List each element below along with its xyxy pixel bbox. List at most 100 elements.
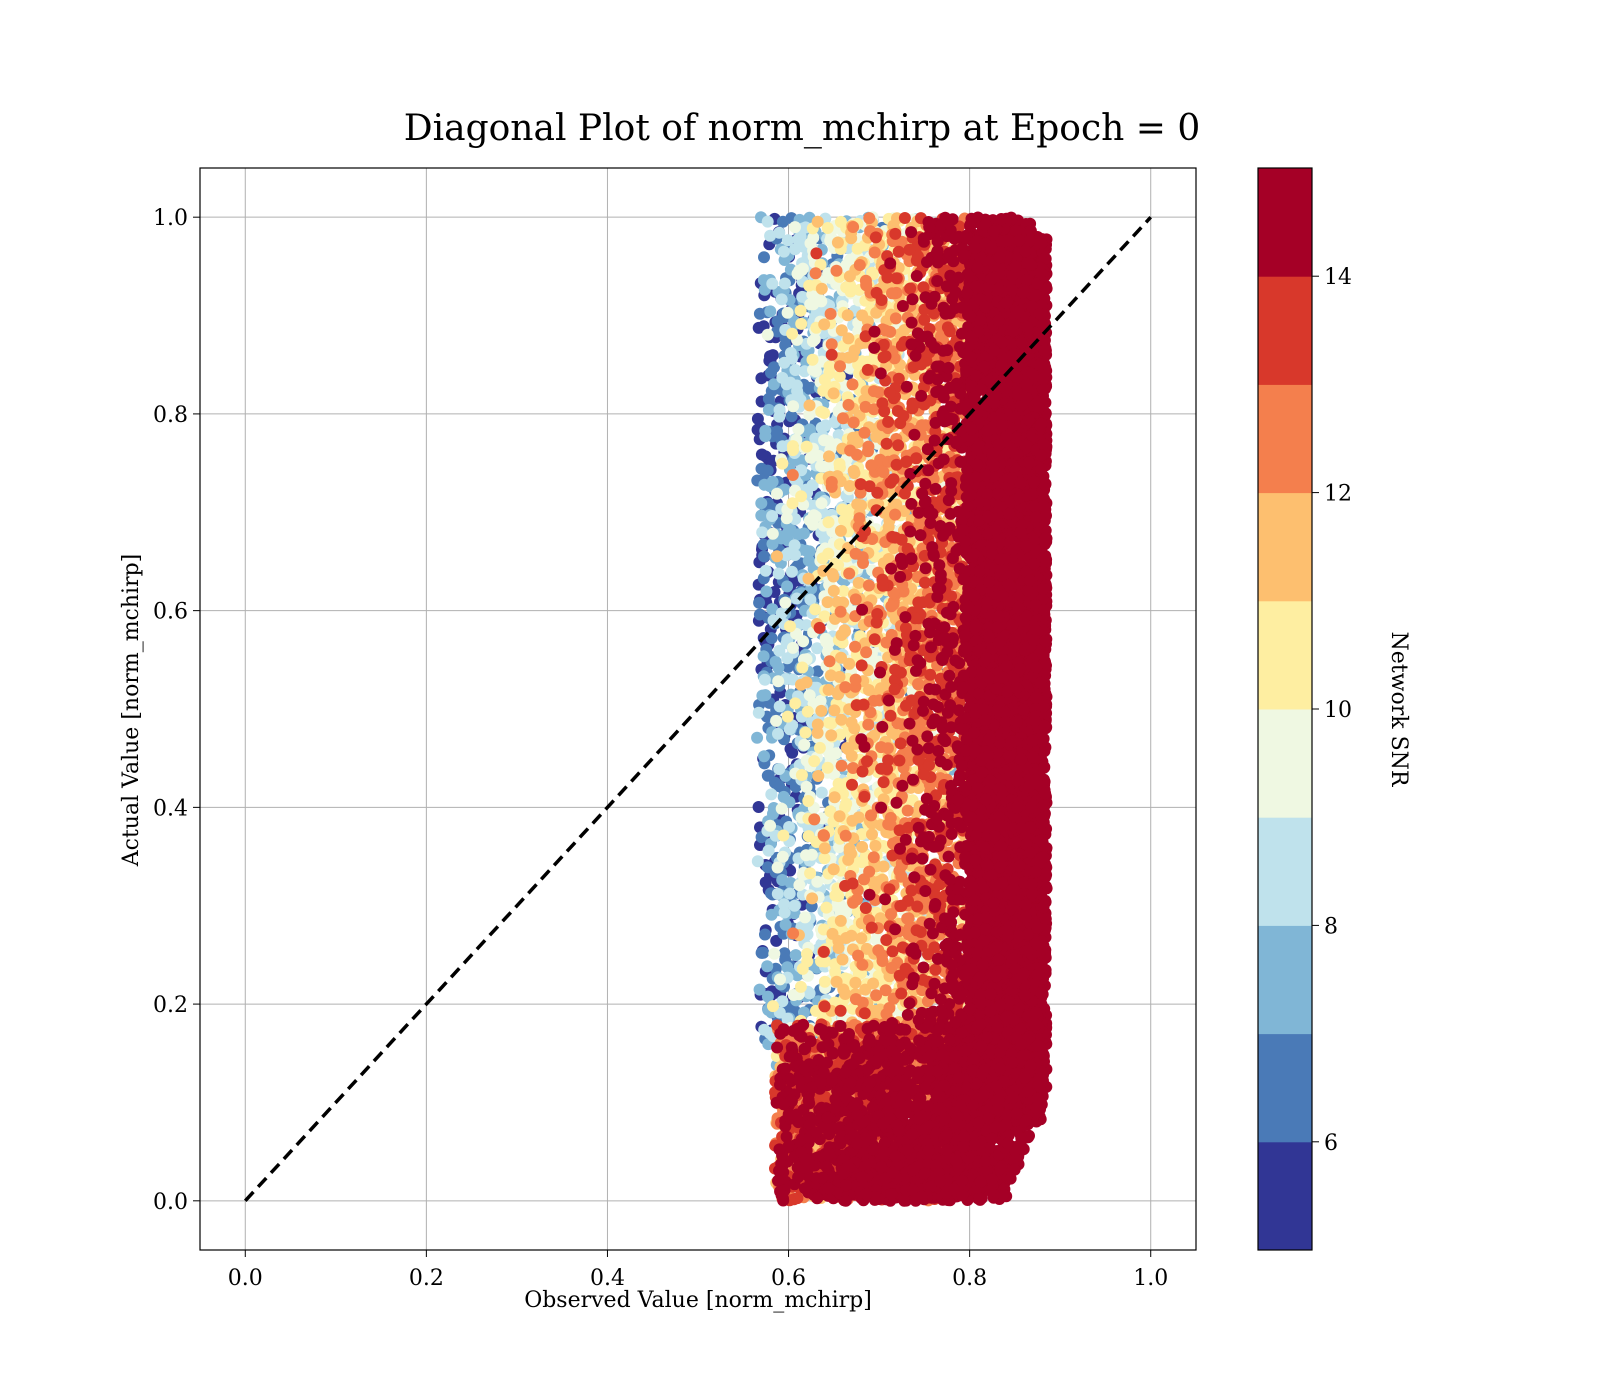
- scatter-point: [867, 977, 880, 990]
- scatter-point: [813, 741, 826, 754]
- chart-title: Diagonal Plot of norm_mchirp at Epoch = …: [404, 108, 1201, 149]
- scatter-point: [762, 844, 775, 857]
- scatter-point: [781, 710, 794, 723]
- scatter-point: [802, 830, 815, 843]
- scatter-point: [851, 242, 864, 255]
- scatter-point: [783, 887, 796, 900]
- scatter-point: [751, 855, 764, 868]
- scatter-point: [834, 360, 846, 373]
- scatter-point: [812, 770, 825, 782]
- scatter-point: [806, 892, 819, 905]
- scatter-point: [811, 718, 824, 731]
- scatter-point: [802, 795, 815, 807]
- scatter-point: [793, 264, 806, 277]
- scatter-point: [783, 723, 796, 736]
- scatter-point: [824, 307, 837, 320]
- scatter-point: [773, 700, 786, 713]
- scatter-point: [915, 419, 928, 432]
- scatter-point: [822, 516, 835, 529]
- scatter-point: [863, 212, 876, 225]
- scatter-point: [833, 670, 846, 683]
- scatter-point: [794, 304, 807, 317]
- scatter-point: [867, 851, 880, 864]
- scatter-point: [784, 620, 796, 633]
- scatter-point: [778, 906, 791, 919]
- scatter-point: [811, 665, 824, 678]
- scatter-point: [839, 829, 852, 842]
- scatter-point: [815, 282, 828, 295]
- scatter-point: [761, 215, 774, 228]
- scatter-point: [787, 927, 800, 940]
- scatter-point: [863, 865, 876, 878]
- scatter-point: [855, 932, 868, 945]
- scatter-point: [868, 246, 881, 259]
- scatter-point: [825, 476, 838, 488]
- scatter-point: [774, 973, 786, 986]
- scatter-point: [837, 412, 849, 425]
- scatter-point: [791, 389, 804, 402]
- scatter-point: [823, 450, 835, 463]
- scatter-point: [818, 318, 831, 331]
- scatter-point: [839, 625, 851, 638]
- scatter-point: [752, 321, 765, 334]
- scatter-point: [842, 853, 855, 866]
- scatter-point: [761, 328, 774, 341]
- scatter-point: [753, 608, 766, 621]
- scatter-point: [815, 786, 828, 799]
- scatter-point: [772, 675, 785, 688]
- scatter-point: [756, 689, 769, 702]
- scatter-point: [901, 912, 914, 925]
- scatter-point: [809, 267, 822, 280]
- scatter-point: [884, 325, 897, 338]
- scatter-point: [775, 293, 788, 306]
- scatter-point: [771, 861, 784, 874]
- scatter-point: [807, 298, 820, 311]
- scatter-point: [801, 705, 814, 718]
- scatter-point: [759, 564, 772, 577]
- scatter-point: [789, 221, 801, 234]
- scatter-point: [757, 650, 770, 663]
- scatter-point: [815, 460, 827, 473]
- scatter-point: [819, 419, 832, 432]
- scatter-point: [797, 635, 810, 648]
- scatter-point: [781, 306, 794, 319]
- scatter-point: [889, 312, 902, 325]
- scatter-point: [759, 928, 771, 941]
- scatter-point: [795, 317, 808, 330]
- scatter-point: [843, 270, 856, 283]
- scatter-point: [786, 497, 799, 510]
- scatter-point: [765, 788, 778, 801]
- scatter-point: [757, 538, 770, 551]
- scatter-point: [785, 410, 798, 423]
- scatter-point: [753, 596, 766, 609]
- scatter-point: [761, 769, 774, 782]
- scatter-point: [856, 309, 869, 322]
- scatter-point: [787, 400, 800, 413]
- scatter-point: [886, 287, 898, 300]
- scatter-point: [776, 371, 789, 384]
- scatter-point: [815, 497, 828, 510]
- scatter-point: [800, 544, 813, 557]
- scatter-point: [752, 706, 765, 719]
- scatter-point: [881, 742, 894, 755]
- scatter-point: [772, 727, 784, 740]
- scatter-point: [885, 600, 898, 613]
- scatter-point: [808, 813, 821, 826]
- scatter-point: [762, 403, 775, 416]
- scatter-point: [786, 641, 799, 654]
- scatter-point: [758, 1023, 771, 1036]
- scatter-point: [790, 379, 803, 392]
- scatter-point: [901, 804, 914, 817]
- scatter-point: [833, 810, 846, 823]
- scatter-point: [752, 801, 765, 813]
- scatter-point: [852, 811, 865, 824]
- scatter-point: [823, 655, 836, 668]
- scatter-point: [818, 975, 831, 988]
- scatter-point: [758, 673, 771, 686]
- scatter-point: [800, 676, 813, 689]
- scatter-point: [833, 457, 846, 470]
- scatter-point: [827, 584, 840, 597]
- scatter-point: [848, 467, 861, 480]
- scatter-point: [772, 661, 785, 674]
- scatter-point: [757, 946, 770, 959]
